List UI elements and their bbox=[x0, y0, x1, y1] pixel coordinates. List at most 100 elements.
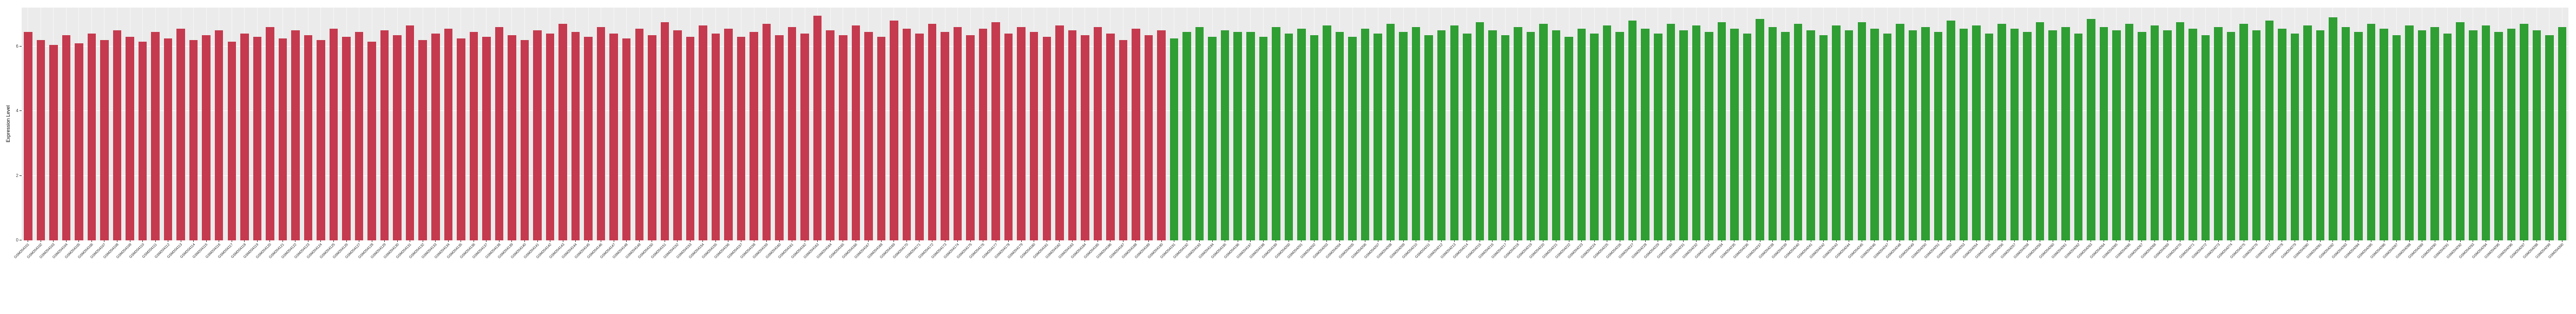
bar bbox=[1093, 27, 1102, 240]
bar bbox=[1857, 22, 1867, 240]
bar bbox=[1615, 31, 1624, 240]
bar bbox=[1947, 20, 1955, 240]
x-tick: GSM204227 bbox=[1618, 240, 1639, 279]
bar bbox=[648, 35, 656, 240]
bar bbox=[342, 36, 351, 240]
bar-cell bbox=[620, 8, 633, 240]
x-tick: GSM204288 bbox=[2395, 240, 2416, 279]
bar bbox=[2443, 33, 2452, 240]
y-tick-mark bbox=[19, 175, 22, 176]
bar bbox=[495, 27, 504, 240]
bar bbox=[571, 31, 580, 240]
bar-cell bbox=[1652, 8, 1665, 240]
bar bbox=[2214, 27, 2223, 240]
bar-cell bbox=[633, 8, 646, 240]
bar bbox=[253, 36, 262, 240]
bar-cell bbox=[1410, 8, 1423, 240]
bar-cell bbox=[2186, 8, 2199, 240]
bar-cell bbox=[1524, 8, 1537, 240]
bar-cell bbox=[1907, 8, 1920, 240]
bar bbox=[978, 28, 988, 240]
bar-cell bbox=[786, 8, 799, 240]
y-tick-mark bbox=[19, 110, 22, 112]
x-tick: GSM204135 bbox=[446, 240, 468, 279]
bar bbox=[2380, 28, 2388, 240]
x-tick: GSM204152 bbox=[663, 240, 684, 279]
x-tick: GSM204217 bbox=[1491, 240, 1512, 279]
x-tick: GSM204104 bbox=[52, 240, 73, 279]
bar bbox=[1411, 27, 1421, 240]
bar bbox=[202, 35, 211, 240]
gridline bbox=[22, 110, 2568, 112]
bar bbox=[1908, 30, 1917, 240]
x-tick: GSM204246 bbox=[1860, 240, 1881, 279]
x-tick: GSM204180 bbox=[1020, 240, 1041, 279]
bar-cell bbox=[1244, 8, 1257, 240]
bar-cell bbox=[1741, 8, 1754, 240]
x-tick: GSM204220 bbox=[1529, 240, 1550, 279]
bar-cell bbox=[2543, 8, 2556, 240]
chart-area: Expression Level 0 2 4 6 GSM204101 GSM204102… bbox=[5, 8, 2568, 279]
x-tick: GSM204132 bbox=[409, 240, 429, 279]
bar bbox=[1348, 36, 1357, 240]
x-tick: GSM204148 bbox=[612, 240, 633, 279]
x-tick: GSM204287 bbox=[2382, 240, 2403, 279]
x-tick: GSM204203 bbox=[1312, 240, 1333, 279]
bar bbox=[1768, 27, 1777, 240]
x-tick: GSM204226 bbox=[1606, 240, 1626, 279]
bar bbox=[2023, 31, 2032, 240]
bar-cell bbox=[2059, 8, 2072, 240]
bar bbox=[1565, 36, 1573, 240]
y-tick-label: 4 bbox=[16, 108, 18, 114]
bar bbox=[724, 28, 733, 240]
x-tick: GSM204282 bbox=[2318, 240, 2340, 279]
bar bbox=[1959, 28, 1968, 240]
bar bbox=[1450, 25, 1459, 240]
bar bbox=[1896, 23, 1904, 240]
bar-cell bbox=[2085, 8, 2098, 240]
x-tick: GSM204101 bbox=[14, 240, 35, 279]
bar bbox=[1399, 31, 1408, 240]
bar bbox=[1806, 30, 1815, 240]
bar-cell bbox=[1041, 8, 1054, 240]
bar bbox=[1029, 31, 1039, 240]
x-tick: GSM204216 bbox=[1478, 240, 1499, 279]
x-tick: GSM204294 bbox=[2472, 240, 2493, 279]
bar-cell bbox=[73, 8, 86, 240]
bar-cell bbox=[2008, 8, 2021, 240]
bar bbox=[1246, 31, 1255, 240]
x-tick: GSM204295 bbox=[2484, 240, 2505, 279]
bar-cell bbox=[595, 8, 608, 240]
bar-cell bbox=[226, 8, 239, 240]
bar-cell bbox=[378, 8, 391, 240]
bar-cell bbox=[760, 8, 773, 240]
bar-cell bbox=[98, 8, 111, 240]
bar bbox=[367, 41, 376, 240]
x-tick: GSM204143 bbox=[549, 240, 569, 279]
bar-cell bbox=[1613, 8, 1626, 240]
bar-cell bbox=[875, 8, 888, 240]
bar bbox=[2138, 31, 2146, 240]
bar-cell bbox=[1562, 8, 1575, 240]
x-tick: GSM204149 bbox=[625, 240, 646, 279]
bar-cell bbox=[1703, 8, 1716, 240]
x-tick: GSM204157 bbox=[727, 240, 748, 279]
x-tick: GSM204129 bbox=[370, 240, 391, 279]
bar-cell bbox=[314, 8, 327, 240]
x-tick: GSM204235 bbox=[1720, 240, 1741, 279]
bar bbox=[1883, 33, 1892, 240]
bar bbox=[1119, 40, 1128, 240]
bar bbox=[851, 25, 860, 240]
x-tick: GSM204268 bbox=[2140, 240, 2161, 279]
bar bbox=[176, 28, 185, 240]
bar bbox=[227, 41, 236, 240]
bar-cell bbox=[2034, 8, 2047, 240]
y-tick-label: 6 bbox=[16, 43, 18, 49]
x-tick: GSM204127 bbox=[345, 240, 366, 279]
x-tick: GSM204142 bbox=[536, 240, 557, 279]
bar bbox=[2329, 17, 2337, 240]
bar bbox=[2099, 27, 2108, 240]
bar bbox=[813, 15, 822, 240]
x-tick: GSM204247 bbox=[1873, 240, 1894, 279]
bar-cell bbox=[1970, 8, 1983, 240]
